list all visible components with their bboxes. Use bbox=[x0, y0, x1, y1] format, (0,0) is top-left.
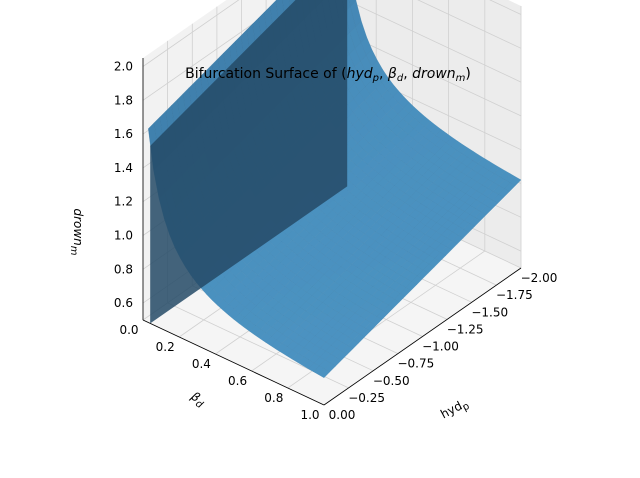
surface-wall bbox=[150, 0, 348, 324]
z-tick-label: 0.6 bbox=[114, 296, 133, 310]
x-tick-label: 0.00 bbox=[329, 408, 356, 422]
axis-lines bbox=[142, 58, 522, 406]
x-tick-label: −1.25 bbox=[447, 322, 484, 336]
z-tick-label: 1.2 bbox=[114, 195, 133, 209]
y-tick-label: 1.0 bbox=[300, 408, 319, 422]
z-tick-label: 1.8 bbox=[114, 93, 133, 107]
grid-line-z bbox=[142, 0, 522, 101]
y-tick-label: 0.4 bbox=[192, 357, 211, 371]
y-tick-label: 0.6 bbox=[228, 374, 247, 388]
y-axis-line bbox=[142, 319, 325, 406]
y-axis-label: βd bbox=[186, 388, 208, 411]
x-axis-line bbox=[323, 267, 522, 406]
z-tick-label: 2.0 bbox=[114, 59, 133, 73]
z-tick-label: 1.4 bbox=[114, 161, 133, 175]
x-tick-label: −0.25 bbox=[348, 391, 385, 405]
x-tick-label: −2.00 bbox=[521, 271, 558, 285]
x-tick-label: −0.75 bbox=[397, 357, 434, 371]
x-tick-label: −0.50 bbox=[373, 374, 410, 388]
tick-labels: −2.00 −1.75 −1.50 −1.25 −1.00 −0.75 −0.50 −0.25… bbox=[114, 59, 557, 422]
x-axis-label: hydp bbox=[438, 396, 471, 424]
y-tick-label: 0.8 bbox=[264, 391, 283, 405]
y-tick-label: 0.0 bbox=[119, 323, 138, 337]
z-tick-label: 1.6 bbox=[114, 127, 133, 141]
z-axis-label: drownm bbox=[68, 208, 85, 255]
z-tick-label: 1.0 bbox=[114, 228, 133, 242]
chart-title: Bifurcation Surface of (hydp, βd, drownm… bbox=[185, 66, 471, 84]
x-tick-label: −1.00 bbox=[422, 340, 459, 354]
x-tick-label: −1.50 bbox=[471, 305, 508, 319]
grid-line-z bbox=[142, 0, 522, 67]
y-tick-label: 0.2 bbox=[156, 340, 175, 354]
surface-mesh bbox=[148, 0, 522, 378]
x-tick-label: −1.75 bbox=[496, 288, 533, 302]
z-tick-label: 0.8 bbox=[114, 262, 133, 276]
